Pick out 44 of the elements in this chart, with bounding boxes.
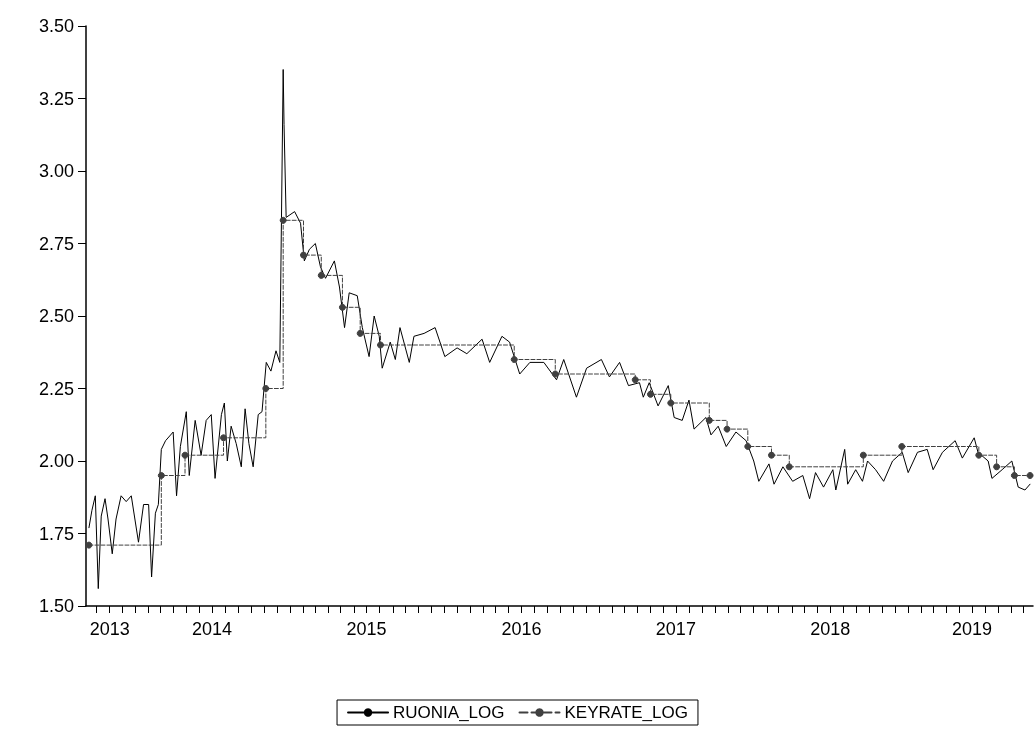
point [705, 416, 713, 424]
x-tick-label: 2017 [655, 619, 696, 639]
y-tick-label: 2.25 [38, 378, 74, 399]
point [898, 443, 906, 450]
point [1010, 472, 1018, 479]
point [744, 443, 752, 450]
x-tick-label: 2018 [810, 619, 851, 639]
y-tick-label: 2.50 [38, 306, 74, 326]
point [510, 356, 518, 363]
y-tick-label: 3.50 [38, 16, 74, 36]
point [768, 451, 775, 459]
point [157, 472, 165, 479]
x-tick-label: 2015 [346, 619, 387, 639]
y-tick-label: 3.25 [38, 88, 74, 109]
x-tick-label: 2019 [952, 619, 993, 639]
point [785, 463, 793, 471]
point [279, 216, 287, 224]
point [723, 425, 731, 433]
y-tick-label: 3.00 [38, 161, 74, 181]
point [667, 399, 675, 407]
point [317, 271, 325, 279]
y-tick-label: 1.75 [38, 523, 74, 544]
point [975, 451, 983, 459]
x-tick-label: 2016 [501, 619, 542, 639]
point [646, 390, 654, 398]
y-tick-label: 2.00 [38, 451, 74, 471]
point [338, 303, 346, 311]
point [859, 451, 867, 459]
x-tick-label: 2013 [89, 619, 130, 639]
y-tick-label: 2.75 [38, 233, 74, 254]
point [220, 434, 228, 442]
point [262, 385, 270, 392]
point [551, 370, 559, 378]
point [1026, 472, 1034, 479]
legend-label: KEYRATE_LOG [564, 703, 688, 722]
legend-label: RUONIA_LOG [393, 703, 505, 722]
point [356, 329, 364, 337]
point [300, 251, 307, 259]
point [993, 463, 1001, 471]
y-tick-label: 1.50 [38, 596, 74, 616]
x-tick-label: 2014 [192, 619, 233, 639]
point [631, 376, 639, 384]
point [377, 341, 385, 349]
point [181, 451, 189, 459]
